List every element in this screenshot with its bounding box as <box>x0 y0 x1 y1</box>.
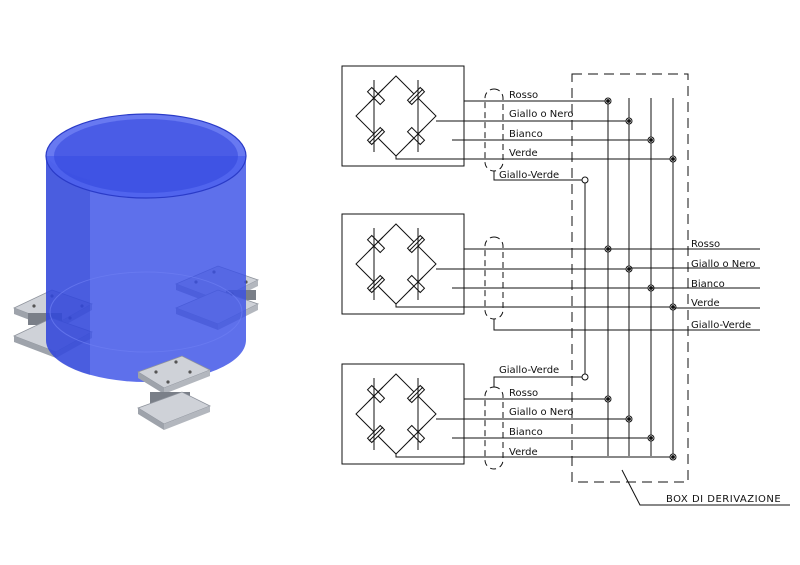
load-cell-mount-front <box>137 355 211 430</box>
cell-1-wire-junction-dot-1 <box>606 99 610 103</box>
cell-1-shield-wire <box>493 171 585 181</box>
cell-3-wire-label-bianco: Bianco <box>509 427 543 438</box>
cell-1-frame <box>341 65 465 167</box>
cell-2-frame <box>341 213 465 315</box>
tank-cylinder <box>45 113 247 382</box>
cell-3-gauge-arrow-1 <box>368 386 384 402</box>
cell-2-gauge-arrow-2 <box>408 236 424 252</box>
cell-3-wire-label-rosso: Rosso <box>509 388 538 399</box>
cell-1-wire-1 <box>463 68 608 102</box>
cell-1-gauge-arrow-3 <box>368 128 384 144</box>
cell-1-shield-label: Giallo-Verde <box>499 170 559 181</box>
cell-1-wire-junction-dot-4 <box>671 157 675 161</box>
wiring-schematic <box>341 65 790 506</box>
cell-1-wire-junction-dot-2 <box>627 119 631 123</box>
cell-2-gauge-arrow-4 <box>408 276 424 292</box>
output-label-bianco: Bianco <box>691 279 725 290</box>
cell-3-frame <box>341 363 465 465</box>
cell-1-wire-label-bianco: Bianco <box>509 129 543 140</box>
cell-3-shield-junction <box>581 373 589 381</box>
cell-3-gauge-arrow-2 <box>408 386 424 402</box>
cell-1-wire-label-rosso: Rosso <box>509 90 538 101</box>
cell-1-gauge-arrow-2 <box>408 88 424 104</box>
cell-2-wire-4 <box>395 304 673 308</box>
output-label-giallo-verde: Giallo-Verde <box>691 320 751 331</box>
output-label-verde: Verde <box>691 298 720 309</box>
cell-3-shield-wire <box>493 376 585 387</box>
cell-3-wire-1 <box>463 366 608 400</box>
cell-3-gauge-arrow-3 <box>368 426 384 442</box>
cell-3-gauge-arrow-4 <box>408 426 424 442</box>
cell-2-wire-1 <box>463 216 608 250</box>
cell-3-wire-4 <box>395 454 673 458</box>
cell-3-wire-junction-dot-1 <box>606 397 610 401</box>
cell-3-wire-junction-dot-2 <box>627 417 631 421</box>
junction-box-label: BOX DI DERIVAZIONE <box>666 494 781 505</box>
cell-3-wire-label-verde: Verde <box>509 447 538 458</box>
output-label-rosso: Rosso <box>691 239 720 250</box>
cell-2-bridge <box>355 223 437 305</box>
cell-2-shield-wire <box>493 319 585 331</box>
cell-3-wire-labels: Giallo-Verde Rosso Giallo o Nero Bianco … <box>499 365 573 458</box>
cell-1-shield-junction <box>581 176 589 184</box>
cell-2-gauge-arrow-3 <box>368 276 384 292</box>
cell-1-wire-4 <box>395 156 673 160</box>
cell-2-gauge-arrow-1 <box>368 236 384 252</box>
cell-3-wire-label-giallo-nero: Giallo o Nero <box>509 407 573 418</box>
cell-1-wire-label-verde: Verde <box>509 148 538 159</box>
output-wire-labels: Rosso Giallo o Nero Bianco Verde Giallo-… <box>691 239 755 331</box>
junction-box-leader <box>621 469 790 506</box>
cell-3-wire-junction-dot-3 <box>649 436 653 440</box>
cell-3-wire-junction-dot-4 <box>671 455 675 459</box>
cell-1-bridge <box>355 75 437 157</box>
cell-1-wire-labels: Rosso Giallo o Nero Bianco Verde Giallo-… <box>499 90 573 181</box>
cell-3-bridge <box>355 373 437 455</box>
cell-1-wire-label-giallo-nero: Giallo o Nero <box>509 109 573 120</box>
cell-1-wire-junction-dot-3 <box>649 138 653 142</box>
tank-illustration <box>12 113 260 430</box>
cell-1-gauge-arrow-4 <box>408 128 424 144</box>
junction-box-outline <box>571 73 689 483</box>
cell-1-gauge-arrow-1 <box>368 88 384 104</box>
cell-3-shield-label: Giallo-Verde <box>499 365 559 376</box>
output-label-giallo-nero: Giallo o Nero <box>691 259 755 270</box>
